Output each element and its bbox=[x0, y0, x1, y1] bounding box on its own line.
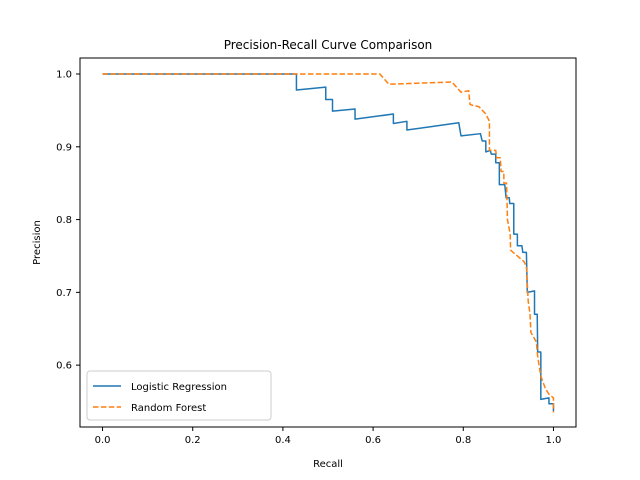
y-axis-title: Precision bbox=[32, 220, 43, 265]
y-tick-label: 0.8 bbox=[56, 215, 72, 226]
x-axis: 0.0 0.2 0.4 0.6 0.8 1.0 bbox=[95, 427, 562, 446]
y-tick-label: 0.7 bbox=[56, 288, 72, 299]
y-tick-label: 1.0 bbox=[56, 70, 72, 81]
y-axis: 0.6 0.7 0.8 0.9 1.0 bbox=[56, 70, 80, 372]
legend-label-logistic-regression: Logistic Regression bbox=[131, 382, 227, 393]
x-tick-label: 0.4 bbox=[275, 435, 291, 446]
legend: Logistic Regression Random Forest bbox=[86, 370, 272, 421]
series-line-logistic-regression bbox=[102, 73, 555, 411]
x-tick-label: 0.8 bbox=[455, 435, 471, 446]
legend-label-random-forest: Random Forest bbox=[131, 403, 206, 414]
x-tick-label: 0.0 bbox=[95, 435, 111, 446]
chart-title: Precision-Recall Curve Comparison bbox=[224, 38, 433, 52]
plot-area bbox=[79, 57, 577, 428]
series-layer bbox=[102, 73, 555, 413]
axes-frame bbox=[79, 57, 577, 428]
legend-box bbox=[86, 370, 272, 421]
series-line-random-forest bbox=[102, 73, 555, 413]
x-tick-label: 0.6 bbox=[365, 435, 381, 446]
x-tick-label: 1.0 bbox=[546, 435, 562, 446]
x-tick-label: 0.2 bbox=[185, 435, 201, 446]
y-tick-label: 0.9 bbox=[56, 142, 72, 153]
x-axis-title: Recall bbox=[313, 459, 343, 470]
y-tick-label: 0.6 bbox=[56, 361, 72, 372]
